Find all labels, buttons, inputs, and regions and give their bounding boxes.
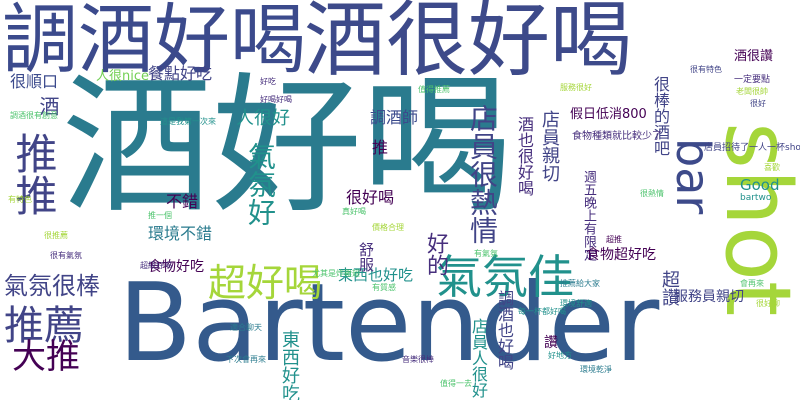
word-67: 適合聊天 — [230, 323, 262, 332]
word-7: bar — [666, 138, 720, 215]
word-12: 氣氛很棒 — [4, 272, 100, 300]
word-53: 服務很好 — [560, 83, 592, 92]
word-71: 很推薦 — [44, 231, 68, 240]
word-58: 每一杯都好喝 — [518, 307, 566, 316]
word-33: 週五晚上有限定 — [581, 170, 596, 261]
word-74: 推一個 — [148, 211, 172, 220]
word-23: 很好喝 — [346, 188, 395, 207]
word-29: 酒也很好喝 — [515, 116, 534, 196]
word-72: 有特色 — [8, 195, 32, 204]
word-63: 會再來 — [740, 279, 764, 288]
word-57: 環境舒適 — [560, 299, 592, 308]
word-50: 好吃 — [260, 77, 276, 86]
word-3: 酒很好喝 — [304, 0, 633, 88]
word-32: 很棒的酒吧 — [651, 76, 670, 156]
word-61: 老闆很帥 — [736, 87, 768, 96]
word-78: 超推 — [606, 235, 622, 244]
word-37: 店員人很好 — [469, 318, 488, 398]
word-36: Good — [740, 176, 780, 194]
word-73: 很有氣氛 — [50, 251, 82, 260]
word-70: 環境乾淨 — [580, 365, 612, 374]
word-11: 店員很熱情 — [466, 104, 499, 244]
word-21: 調酒師 — [370, 108, 419, 127]
word-68: 值得一去 — [440, 379, 472, 388]
word-59: 調酒很有創意 — [10, 111, 58, 120]
word-19: 酒 — [36, 96, 60, 116]
word-40: 讚 — [544, 335, 558, 351]
word-60: 推薦給大家 — [560, 279, 600, 288]
word-49: 真好喝 — [342, 207, 366, 216]
word-64: 超級好喝 — [140, 261, 172, 270]
word-15: 好的 — [423, 232, 448, 276]
word-4: 調酒好喝 — [2, 0, 306, 84]
word-42: 酒很讚 — [734, 49, 774, 64]
word-52: 值得推薦 — [418, 85, 450, 94]
word-48: 這是我第一次來 — [160, 117, 216, 126]
word-24: 不錯 — [166, 192, 199, 211]
word-5: shot — [705, 122, 800, 317]
word-9: 推薦 — [4, 303, 84, 349]
word-65: 下次會再來 — [226, 355, 266, 364]
word-41: 服務員親切 — [674, 289, 744, 305]
word-77: 好喝好喝 — [260, 95, 292, 104]
word-1: 酒好喝 — [62, 60, 513, 234]
word-79: 有質感 — [372, 283, 396, 292]
word-31: 假日低消800 — [570, 107, 647, 122]
word-25: 環境不錯 — [148, 224, 213, 243]
word-10: 超好喝 — [208, 261, 323, 305]
word-39: 東西好吃 — [279, 330, 300, 400]
word-14: 氣氛好 — [244, 142, 277, 226]
word-26: 食物好吃 — [148, 259, 204, 275]
word-44: 食物種類就比較少了 — [572, 131, 662, 142]
word-20: 人很好 — [236, 108, 290, 129]
word-75: 很熱情 — [640, 189, 664, 198]
word-46: bartwo — [740, 193, 772, 203]
word-34: 超讚 — [659, 270, 680, 306]
word-13: 大推 — [12, 337, 80, 377]
word-62: 很好聊 — [756, 299, 780, 308]
word-30: 店員親切 — [539, 110, 560, 182]
word-47: 尤其是炸雞翅 — [312, 269, 360, 278]
word-18: 餐點好吃 — [148, 64, 213, 83]
word-22: 推 — [372, 138, 389, 157]
word-17: 人很nice — [96, 69, 149, 84]
word-76: 喜歡 — [764, 163, 780, 172]
word-69: 好地方 — [548, 351, 572, 360]
word-28: 舒服 — [357, 242, 375, 272]
word-35: 食物超好吃 — [586, 247, 656, 263]
word-45: 店員招待了一人一杯shot — [704, 143, 800, 153]
word-56: 很好 — [750, 99, 766, 108]
word-6: 推推 — [9, 132, 58, 216]
word-51: 價格合理 — [372, 223, 404, 232]
word-8: 氣氛佳 — [436, 250, 574, 304]
word-16: 很順口 — [10, 72, 59, 91]
word-27: 東西也好吃 — [338, 266, 414, 284]
word-54: 有氣氛 — [474, 249, 498, 258]
word-43: 一定要點 — [734, 75, 771, 85]
word-38: 調酒也好喝 — [495, 290, 514, 370]
word-2: Bartender — [118, 261, 660, 386]
word-55: 很有特色 — [690, 65, 722, 74]
word-66: 音樂很棒 — [402, 355, 434, 364]
